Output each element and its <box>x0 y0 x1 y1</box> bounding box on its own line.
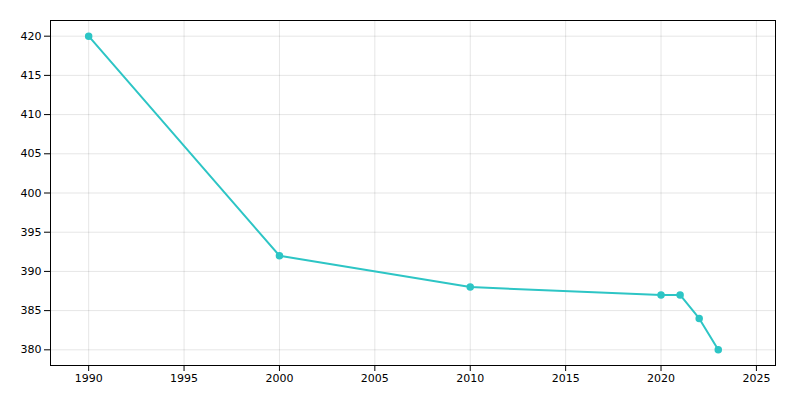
svg-text:2005: 2005 <box>361 372 389 385</box>
svg-text:385: 385 <box>21 304 42 317</box>
svg-text:415: 415 <box>21 69 42 82</box>
svg-text:410: 410 <box>21 108 42 121</box>
svg-text:1995: 1995 <box>170 372 198 385</box>
svg-text:2015: 2015 <box>552 372 580 385</box>
svg-text:2000: 2000 <box>265 372 293 385</box>
svg-text:1990: 1990 <box>75 372 103 385</box>
svg-text:400: 400 <box>21 187 42 200</box>
svg-text:390: 390 <box>21 265 42 278</box>
svg-text:2025: 2025 <box>742 372 770 385</box>
svg-text:395: 395 <box>21 226 42 239</box>
svg-text:2020: 2020 <box>647 372 675 385</box>
svg-text:420: 420 <box>21 30 42 43</box>
svg-text:405: 405 <box>21 147 42 160</box>
svg-text:380: 380 <box>21 343 42 356</box>
svg-text:2010: 2010 <box>456 372 484 385</box>
